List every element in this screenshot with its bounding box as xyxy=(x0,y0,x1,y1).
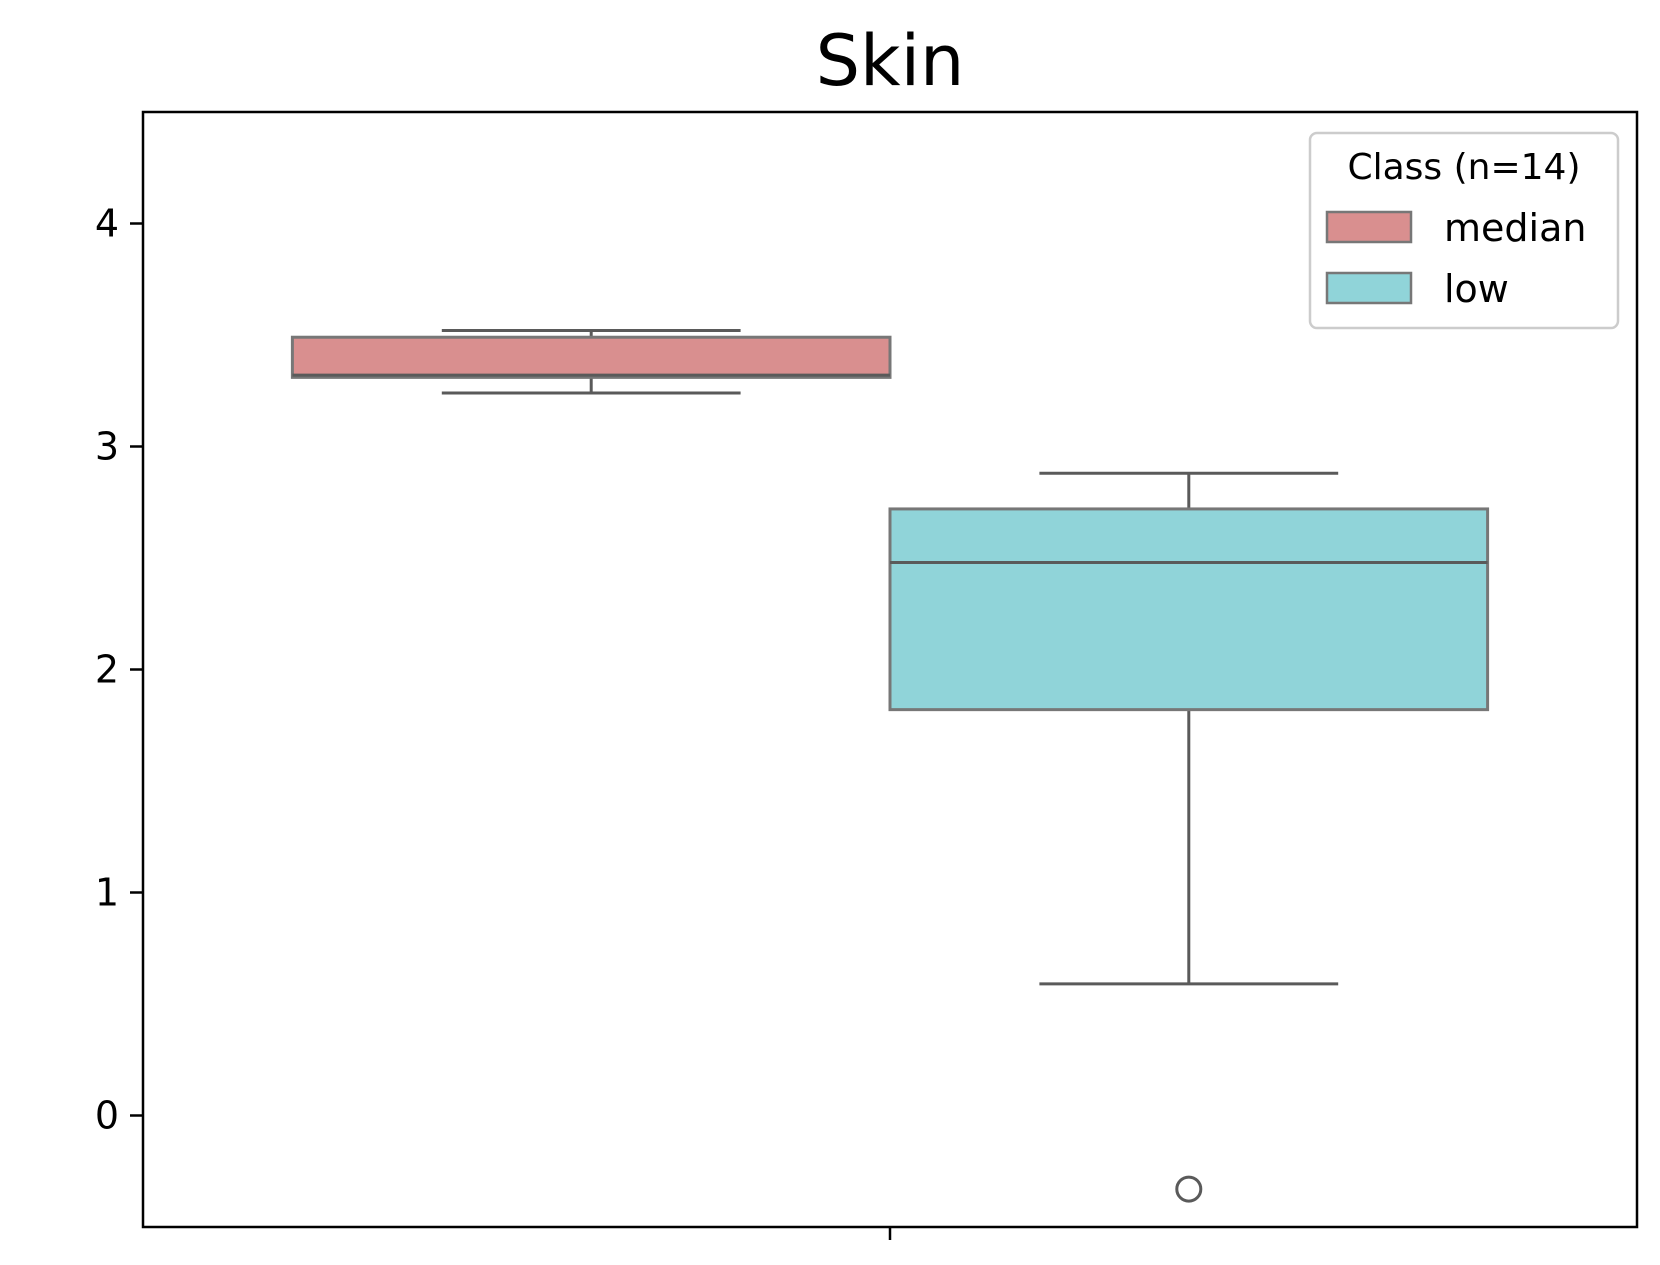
box-median xyxy=(290,335,892,379)
box-group-low xyxy=(888,471,1490,1203)
legend-label-median: median xyxy=(1444,206,1586,250)
box-group-median xyxy=(290,329,892,395)
y-tick-label-3: 3 xyxy=(95,425,119,469)
y-tick-label-2: 2 xyxy=(95,648,119,692)
outlier-low-0 xyxy=(1175,1175,1203,1203)
legend: Class (n=14) median low xyxy=(1308,131,1620,330)
chart-title: Skin xyxy=(816,20,965,102)
plot-area xyxy=(290,329,1490,1203)
legend-label-low: low xyxy=(1444,267,1509,311)
y-tick-label-4: 4 xyxy=(95,202,119,246)
y-tick-label-1: 1 xyxy=(95,871,119,915)
box-low xyxy=(888,507,1490,712)
legend-swatch-median xyxy=(1325,210,1413,244)
y-tick-label-0: 0 xyxy=(95,1094,119,1138)
legend-title: Class (n=14) xyxy=(1347,147,1580,188)
legend-swatch-low xyxy=(1325,271,1413,305)
